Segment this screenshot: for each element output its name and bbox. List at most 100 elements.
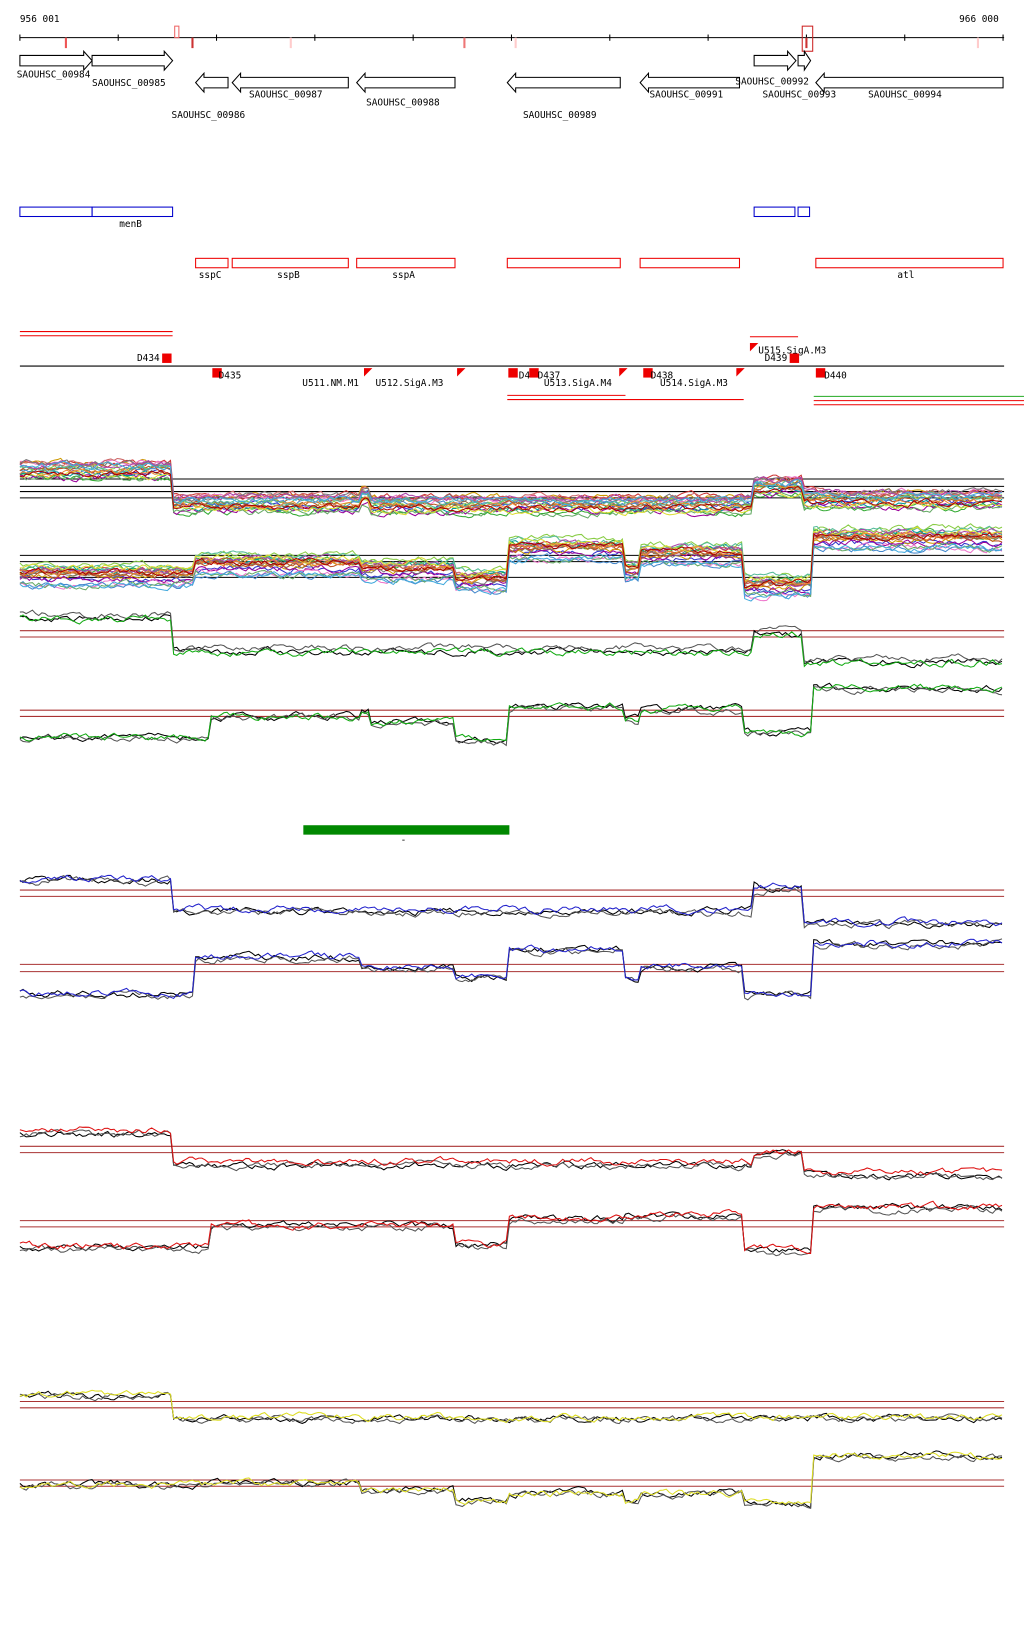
track-line xyxy=(19,533,1003,590)
track-line xyxy=(19,1389,1003,1424)
feature-flag xyxy=(457,368,466,377)
track-line xyxy=(19,460,1003,506)
track-line xyxy=(19,543,1003,602)
gene-label: SAOUHSC_00989 xyxy=(523,110,597,121)
feature-flag xyxy=(364,368,373,377)
red-label: sspC xyxy=(199,270,222,281)
gene-arrow xyxy=(815,71,1004,94)
track-line xyxy=(19,1126,1003,1176)
track-line xyxy=(19,472,1003,518)
track-line xyxy=(19,526,1003,585)
ruler-mark xyxy=(805,37,808,49)
feature-label: D438 xyxy=(651,371,674,382)
gene-arrow xyxy=(194,71,229,94)
feature-label: D439 xyxy=(765,353,788,364)
track-line xyxy=(19,874,1003,928)
track-line xyxy=(19,683,1003,742)
feature-label: U512.SigA.M3 xyxy=(376,378,444,389)
track-line xyxy=(19,614,1003,668)
track-line xyxy=(19,685,1003,747)
feature-box xyxy=(212,368,222,378)
gene-label: SAOUHSC_00992 xyxy=(735,77,809,88)
feature-label: U513.SigA.M4 xyxy=(544,378,612,389)
ruler-mark xyxy=(191,37,194,49)
track-line xyxy=(19,938,1003,1000)
ruler-start: 956 001 xyxy=(20,14,60,25)
red-box xyxy=(639,257,741,269)
red-label: sspA xyxy=(392,270,415,281)
track-line xyxy=(19,1391,1003,1425)
feature-label: D435 xyxy=(219,371,242,382)
track-line xyxy=(19,469,1003,513)
feature-box xyxy=(162,353,172,363)
gene-label: SAOUHSC_00988 xyxy=(366,98,440,109)
track-line xyxy=(19,1451,1003,1506)
feature-label: D437 xyxy=(538,371,561,382)
track-line xyxy=(19,460,1003,504)
gene-arrow xyxy=(231,71,349,94)
blue-label: menB xyxy=(119,219,142,230)
track-line xyxy=(19,938,1003,1001)
gene-label: SAOUHSC_00986 xyxy=(172,110,246,121)
red-box xyxy=(815,257,1004,269)
track-line xyxy=(19,1202,1003,1253)
feature-flag xyxy=(619,368,628,377)
track-line xyxy=(19,939,1003,999)
track-line xyxy=(19,465,1003,511)
gene-arrow xyxy=(91,49,174,72)
ruler-mark xyxy=(64,37,67,49)
ruler-mark xyxy=(514,37,517,49)
track-line xyxy=(19,682,1003,745)
region-bar xyxy=(303,825,510,835)
ruler-mark xyxy=(463,37,466,49)
gene-arrow xyxy=(355,71,456,94)
red-label: atl xyxy=(897,270,914,281)
feature-box xyxy=(508,368,518,378)
track-line xyxy=(19,1450,1003,1509)
gene-arrow xyxy=(753,49,797,72)
gene-label: SAOUHSC_00991 xyxy=(650,89,724,100)
gene-label: SAOUHSC_00994 xyxy=(868,89,942,100)
track-line xyxy=(19,1130,1003,1181)
gene-arrow xyxy=(19,49,93,72)
feature-label: U514.SigA.M3 xyxy=(660,378,728,389)
gene-arrow xyxy=(797,49,812,72)
track-line xyxy=(19,1453,1003,1509)
feature-label: D440 xyxy=(824,371,847,382)
blue-box xyxy=(19,206,93,218)
ruler-mark xyxy=(174,25,180,39)
region-label: - xyxy=(401,835,407,846)
blue-box xyxy=(753,206,796,218)
ruler-mark xyxy=(801,25,814,52)
gene-label: SAOUHSC_00987 xyxy=(249,89,323,100)
feature-label: U515.SigA.M3 xyxy=(758,346,826,357)
track-line xyxy=(19,874,1003,929)
red-box xyxy=(195,257,229,269)
feature-box xyxy=(815,368,826,378)
track-line xyxy=(19,532,1003,589)
ruler-end: 966 000 xyxy=(959,14,999,25)
feature-flag xyxy=(749,343,759,352)
ruler-mark xyxy=(289,37,292,49)
gene-label: SAOUHSC_00984 xyxy=(17,69,91,80)
track-line xyxy=(19,614,1003,669)
feature-label: D4 xyxy=(519,371,531,382)
blue-box xyxy=(91,206,174,218)
track-line xyxy=(19,1200,1003,1254)
track-line xyxy=(19,609,1003,664)
red-box xyxy=(506,257,621,269)
feature-box xyxy=(789,353,800,363)
track-line xyxy=(19,473,1003,519)
red-box xyxy=(356,257,456,269)
track-line xyxy=(19,470,1003,517)
track-line xyxy=(19,542,1003,598)
feature-flag xyxy=(736,368,745,377)
red-box xyxy=(231,257,349,269)
feature-label: U511.NM.M1 xyxy=(302,378,359,389)
blue-box xyxy=(797,206,811,218)
track-line xyxy=(19,537,1003,596)
red-label: sspB xyxy=(277,270,300,281)
feature-label: D434 xyxy=(137,353,160,364)
